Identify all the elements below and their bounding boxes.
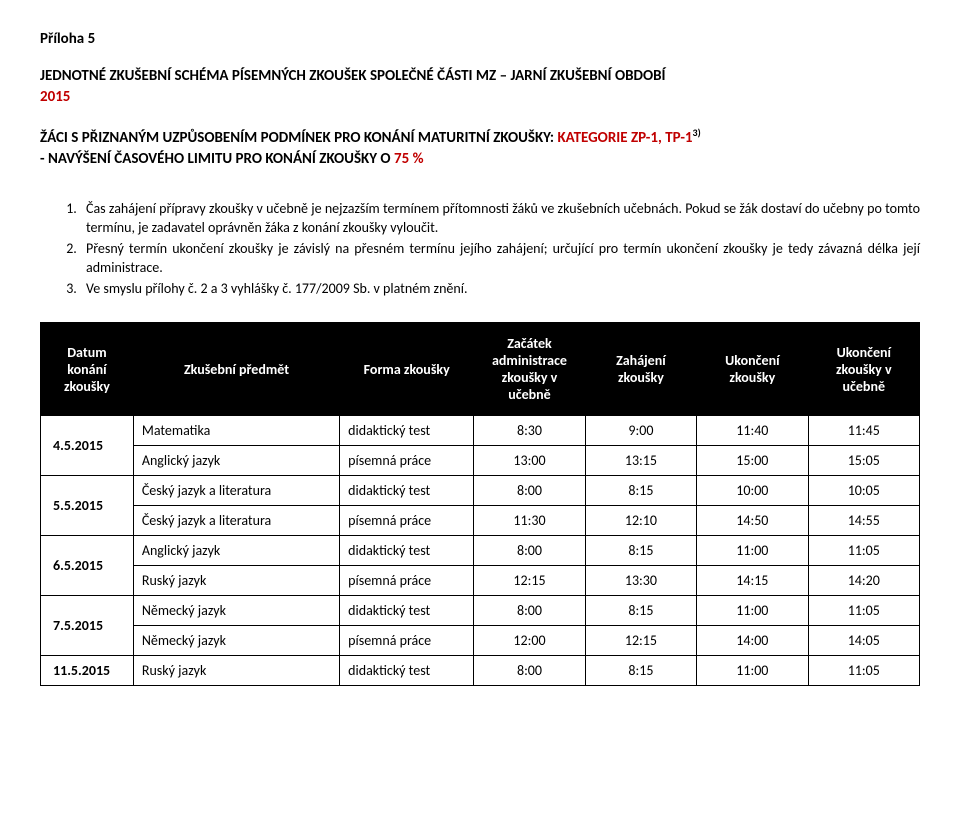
- table-row: 6.5.2015Anglický jazykdidaktický test8:0…: [41, 536, 920, 566]
- table-row: 11.5.2015Ruský jazykdidaktický test8:008…: [41, 656, 920, 686]
- cell-subject: Ruský jazyk: [133, 566, 339, 596]
- th-start-admin: Začátek administrace zkoušky v učebně: [474, 323, 585, 416]
- cell-end: 11:40: [697, 416, 808, 446]
- table-row: Německý jazykpísemná práce12:0012:1514:0…: [41, 626, 920, 656]
- cell-start: 13:15: [585, 446, 696, 476]
- cell-subject: Český jazyk a literatura: [133, 506, 339, 536]
- cell-end-room: 14:55: [808, 506, 919, 536]
- th-date: Datum konání zkoušky: [41, 323, 134, 416]
- cell-end-room: 14:05: [808, 626, 919, 656]
- note-item: Ve smyslu přílohy č. 2 a 3 vyhlášky č. 1…: [80, 280, 920, 299]
- cell-start: 12:10: [585, 506, 696, 536]
- cell-subject: Německý jazyk: [133, 626, 339, 656]
- cell-end: 14:00: [697, 626, 808, 656]
- schedule-table: Datum konání zkoušky Zkušební předmět Fo…: [40, 322, 920, 686]
- cell-subject: Anglický jazyk: [133, 536, 339, 566]
- cell-form: písemná práce: [340, 506, 474, 536]
- cell-start-admin: 12:15: [474, 566, 585, 596]
- subtitle-category: KATEGORIE ZP-1, TP-1: [557, 129, 692, 147]
- cell-end-room: 11:05: [808, 536, 919, 566]
- cell-date: 7.5.2015: [41, 596, 134, 656]
- cell-form: didaktický test: [340, 416, 474, 446]
- cell-start: 8:15: [585, 596, 696, 626]
- cell-start-admin: 11:30: [474, 506, 585, 536]
- cell-date: 6.5.2015: [41, 536, 134, 596]
- notes-list: Čas zahájení přípravy zkoušky v učebně j…: [40, 200, 920, 298]
- cell-end-room: 11:45: [808, 416, 919, 446]
- subtitle-a: ŽÁCI S PŘIZNANÝM UZPŮSOBENÍM PODMÍNEK PR…: [40, 129, 557, 147]
- cell-start-admin: 8:30: [474, 416, 585, 446]
- cell-end: 11:00: [697, 656, 808, 686]
- cell-end: 10:00: [697, 476, 808, 506]
- table-row: 5.5.2015Český jazyk a literaturadidaktic…: [41, 476, 920, 506]
- cell-end-room: 14:20: [808, 566, 919, 596]
- title-year: 2015: [40, 88, 70, 106]
- cell-subject: Český jazyk a literatura: [133, 476, 339, 506]
- cell-end: 15:00: [697, 446, 808, 476]
- cell-subject: Ruský jazyk: [133, 656, 339, 686]
- title-block: JEDNOTNÉ ZKUŠEBNÍ SCHÉMA PÍSEMNÝCH ZKOUŠ…: [40, 66, 920, 108]
- table-header-row: Datum konání zkoušky Zkušební předmět Fo…: [41, 323, 920, 416]
- cell-end: 14:50: [697, 506, 808, 536]
- cell-form: didaktický test: [340, 476, 474, 506]
- table-row: Ruský jazykpísemná práce12:1513:3014:151…: [41, 566, 920, 596]
- table-body: 4.5.2015Matematikadidaktický test8:309:0…: [41, 416, 920, 686]
- cell-form: písemná práce: [340, 566, 474, 596]
- cell-form: didaktický test: [340, 596, 474, 626]
- cell-end-room: 15:05: [808, 446, 919, 476]
- cell-start: 8:15: [585, 476, 696, 506]
- subtitle-b-prefix: - NAVÝŠENÍ ČASOVÉHO LIMITU PRO KONÁNÍ ZK…: [40, 150, 394, 168]
- note-item: Čas zahájení přípravy zkoušky v učebně j…: [80, 200, 920, 238]
- table-row: Anglický jazykpísemná práce13:0013:1515:…: [41, 446, 920, 476]
- attachment-label: Příloha 5: [40, 30, 920, 48]
- th-subject: Zkušební předmět: [133, 323, 339, 416]
- cell-date: 4.5.2015: [41, 416, 134, 476]
- cell-form: didaktický test: [340, 536, 474, 566]
- cell-start: 9:00: [585, 416, 696, 446]
- cell-end-room: 11:05: [808, 596, 919, 626]
- cell-subject: Anglický jazyk: [133, 446, 339, 476]
- cell-end-room: 10:05: [808, 476, 919, 506]
- th-end-room: Ukončení zkoušky v učebně: [808, 323, 919, 416]
- cell-start-admin: 12:00: [474, 626, 585, 656]
- cell-end: 11:00: [697, 596, 808, 626]
- cell-subject: Matematika: [133, 416, 339, 446]
- cell-start-admin: 8:00: [474, 536, 585, 566]
- cell-form: didaktický test: [340, 656, 474, 686]
- cell-date: 5.5.2015: [41, 476, 134, 536]
- cell-start: 8:15: [585, 536, 696, 566]
- note-item: Přesný termín ukončení zkoušky je závisl…: [80, 240, 920, 278]
- table-row: Český jazyk a literaturapísemná práce11:…: [41, 506, 920, 536]
- cell-start-admin: 8:00: [474, 476, 585, 506]
- th-end: Ukončení zkoušky: [697, 323, 808, 416]
- table-row: 4.5.2015Matematikadidaktický test8:309:0…: [41, 416, 920, 446]
- cell-subject: Německý jazyk: [133, 596, 339, 626]
- cell-end-room: 11:05: [808, 656, 919, 686]
- cell-start-admin: 13:00: [474, 446, 585, 476]
- cell-start-admin: 8:00: [474, 596, 585, 626]
- cell-end: 14:15: [697, 566, 808, 596]
- cell-form: písemná práce: [340, 446, 474, 476]
- cell-start-admin: 8:00: [474, 656, 585, 686]
- subtitle-sup: 3): [693, 126, 701, 139]
- subtitle-block: ŽÁCI S PŘIZNANÝM UZPŮSOBENÍM PODMÍNEK PR…: [40, 126, 920, 170]
- cell-end: 11:00: [697, 536, 808, 566]
- cell-start: 12:15: [585, 626, 696, 656]
- table-row: 7.5.2015Německý jazykdidaktický test8:00…: [41, 596, 920, 626]
- subtitle-b-pct: 75 %: [394, 150, 424, 168]
- cell-form: písemná práce: [340, 626, 474, 656]
- cell-start: 8:15: [585, 656, 696, 686]
- th-form: Forma zkoušky: [340, 323, 474, 416]
- th-start: Zahájení zkoušky: [585, 323, 696, 416]
- cell-start: 13:30: [585, 566, 696, 596]
- cell-date: 11.5.2015: [41, 656, 134, 686]
- title-line1: JEDNOTNÉ ZKUŠEBNÍ SCHÉMA PÍSEMNÝCH ZKOUŠ…: [40, 67, 666, 85]
